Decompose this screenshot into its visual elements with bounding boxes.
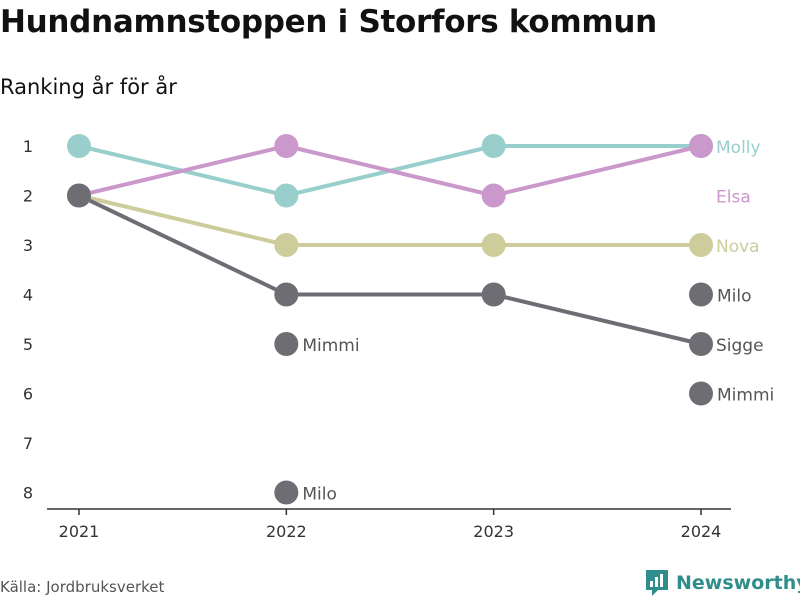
- chart-subtitle: Ranking år för år: [0, 75, 177, 99]
- point-sigge: [67, 183, 91, 208]
- x-tick-label: 2021: [59, 522, 100, 541]
- point-label: Mimmi: [717, 386, 774, 406]
- point-sigge: [274, 282, 299, 307]
- point-label: Milo: [302, 485, 337, 505]
- x-axis-ticks: 2021 2022 2023 2024: [59, 509, 722, 541]
- brand-name: Newsworthy: [676, 572, 800, 594]
- y-tick-label: 7: [23, 434, 33, 453]
- y-tick-label: 1: [23, 137, 33, 156]
- y-tick-label: 8: [23, 484, 33, 503]
- point-milo: [689, 282, 713, 307]
- x-tick-label: 2024: [681, 522, 722, 541]
- point-elsa: [274, 134, 299, 158]
- source-note: Källa: Jordbruksverket: [0, 578, 165, 596]
- point-nova: [274, 233, 299, 257]
- series-points: [67, 134, 713, 505]
- point-nova: [481, 233, 506, 257]
- series-end-label: Nova: [716, 237, 760, 257]
- x-tick-label: 2023: [473, 522, 514, 541]
- y-tick-label: 4: [23, 286, 33, 305]
- series-lines: [78, 144, 702, 346]
- point-molly: [67, 134, 91, 158]
- brand-logo: Newsworthy: [644, 568, 800, 598]
- y-tick-label: 5: [23, 335, 33, 354]
- point-mimmi: [689, 381, 713, 406]
- point-molly: [481, 134, 506, 158]
- point-milo: [274, 480, 299, 505]
- series-line-sigge: [78, 193, 702, 346]
- y-axis-ticks: 1 2 3 4 5 6 7 8: [23, 137, 33, 503]
- point-sigge: [481, 282, 506, 307]
- series-line-nova: [78, 193, 701, 247]
- point-sigge: [689, 332, 713, 356]
- y-tick-label: 6: [23, 385, 33, 404]
- point-label: Mimmi: [302, 336, 359, 356]
- point-mimmi: [274, 332, 299, 356]
- series-line-elsa: [78, 144, 702, 198]
- y-tick-label: 2: [23, 187, 33, 206]
- point-label: Milo: [717, 287, 752, 307]
- series-end-label: Elsa: [716, 188, 751, 208]
- point-nova: [689, 233, 713, 257]
- series-end-label: Molly: [716, 138, 761, 158]
- series-end-label: Sigge: [716, 336, 764, 356]
- point-elsa: [689, 134, 713, 158]
- point-elsa: [481, 183, 506, 208]
- y-tick-label: 3: [23, 236, 33, 255]
- x-tick-label: 2022: [266, 522, 307, 541]
- newsworthy-logo-icon: [646, 570, 668, 596]
- point-labels: Mimmi Milo Milo Mimmi Molly Elsa Nova Sigge: [302, 138, 774, 505]
- point-molly: [274, 183, 299, 208]
- chart-title: Hundnamnstoppen i Storfors kommun: [0, 4, 657, 40]
